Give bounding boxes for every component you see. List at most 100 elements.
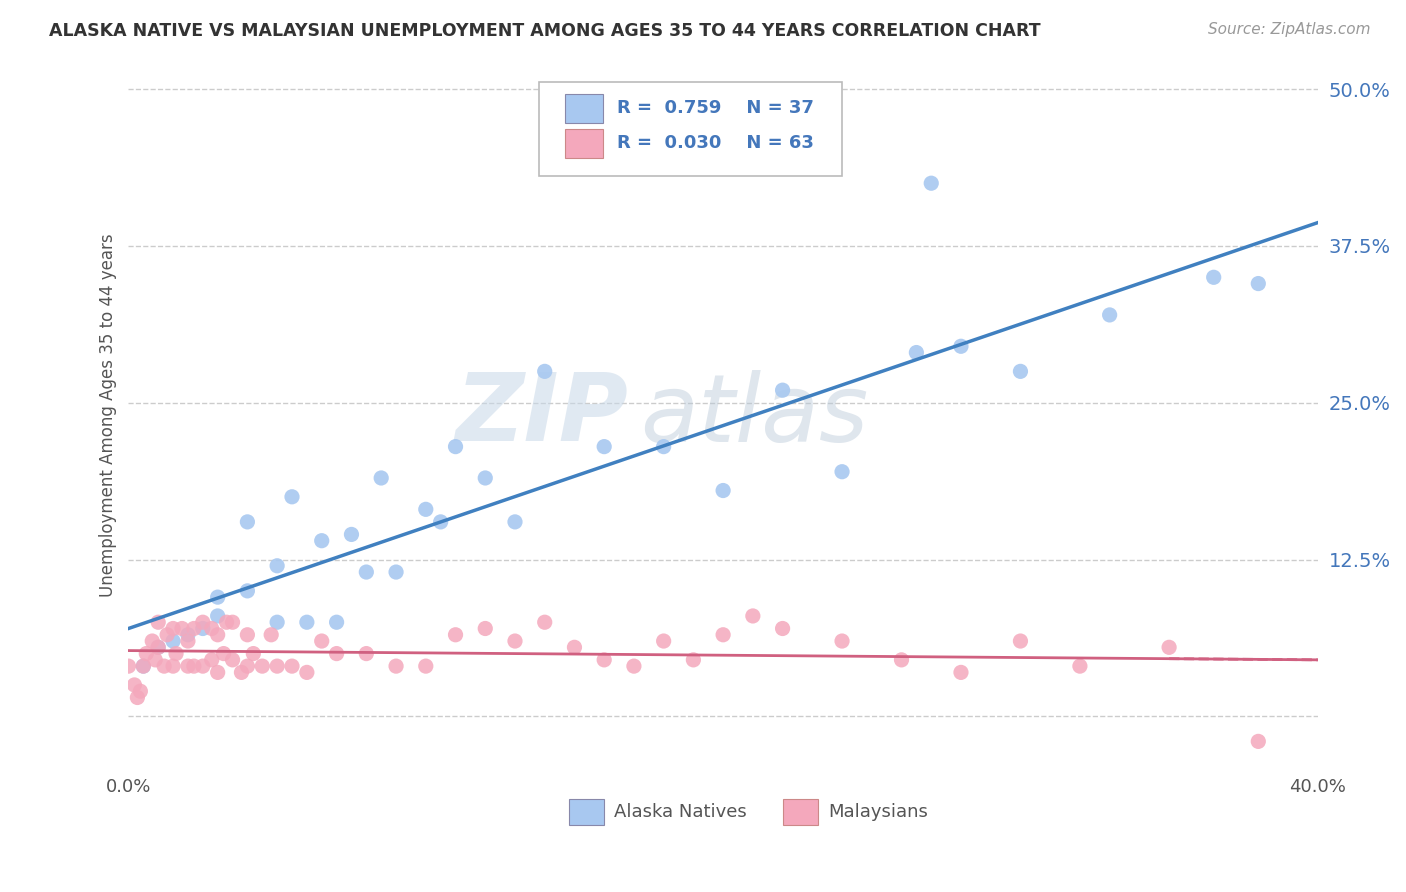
Point [564, 640, 586, 655]
Point [231, 665, 253, 680]
Text: R =  0.759    N = 37: R = 0.759 N = 37 [617, 99, 814, 118]
Point [356, 647, 378, 661]
Point [170, 622, 193, 636]
FancyBboxPatch shape [565, 128, 603, 158]
Point [124, 678, 146, 692]
Point [652, 440, 675, 454]
Point [623, 659, 645, 673]
Point [533, 615, 555, 630]
Point [311, 533, 333, 548]
Text: Alaska Natives: Alaska Natives [613, 803, 747, 822]
Point [920, 176, 942, 190]
Point [236, 628, 259, 642]
Point [295, 615, 318, 630]
Point [295, 665, 318, 680]
Point [949, 665, 972, 680]
Point [242, 647, 264, 661]
Point [129, 684, 152, 698]
Point [153, 659, 176, 673]
FancyBboxPatch shape [568, 799, 605, 825]
Text: atlas: atlas [640, 370, 868, 461]
Point [1098, 308, 1121, 322]
Point [117, 659, 139, 673]
Point [429, 515, 451, 529]
Point [236, 515, 259, 529]
FancyBboxPatch shape [565, 94, 603, 123]
Point [177, 628, 200, 642]
Point [132, 659, 155, 673]
Text: ALASKA NATIVE VS MALAYSIAN UNEMPLOYMENT AMONG AGES 35 TO 44 YEARS CORRELATION CH: ALASKA NATIVE VS MALAYSIAN UNEMPLOYMENT … [49, 22, 1040, 40]
Point [711, 628, 734, 642]
Point [831, 465, 853, 479]
Point [711, 483, 734, 498]
Point [831, 634, 853, 648]
Point [1010, 634, 1032, 648]
Point [652, 634, 675, 648]
Point [385, 565, 408, 579]
Point [207, 665, 229, 680]
Point [311, 634, 333, 648]
Point [385, 659, 408, 673]
Y-axis label: Unemployment Among Ages 35 to 44 years: Unemployment Among Ages 35 to 44 years [100, 234, 117, 597]
Point [444, 440, 467, 454]
Point [183, 659, 205, 673]
Point [221, 653, 243, 667]
Point [356, 565, 378, 579]
Text: ZIP: ZIP [456, 369, 628, 461]
Point [207, 590, 229, 604]
Text: Malaysians: Malaysians [828, 803, 928, 822]
Point [143, 653, 166, 667]
Point [201, 653, 224, 667]
Point [741, 609, 763, 624]
Point [148, 640, 170, 655]
Point [949, 339, 972, 353]
Point [212, 647, 235, 661]
Point [503, 634, 526, 648]
Point [474, 622, 496, 636]
Point [191, 615, 214, 630]
FancyBboxPatch shape [783, 799, 818, 825]
Point [890, 653, 912, 667]
Point [191, 622, 214, 636]
Point [252, 659, 274, 673]
Point [162, 659, 184, 673]
Point [221, 615, 243, 630]
FancyBboxPatch shape [538, 82, 842, 177]
Point [415, 502, 437, 516]
Point [905, 345, 928, 359]
Point [340, 527, 363, 541]
Point [325, 647, 347, 661]
Point [260, 628, 283, 642]
Text: R =  0.030    N = 63: R = 0.030 N = 63 [617, 135, 814, 153]
Point [533, 364, 555, 378]
Point [444, 628, 467, 642]
Point [474, 471, 496, 485]
Point [281, 490, 304, 504]
Point [165, 647, 187, 661]
Point [593, 440, 616, 454]
Point [266, 558, 288, 573]
Point [135, 647, 157, 661]
Point [682, 653, 704, 667]
Point [207, 628, 229, 642]
Point [325, 615, 347, 630]
Point [1069, 659, 1091, 673]
Point [183, 622, 205, 636]
Point [148, 615, 170, 630]
Point [415, 659, 437, 673]
Point [132, 659, 155, 673]
Point [156, 628, 179, 642]
Point [370, 471, 392, 485]
Point [236, 659, 259, 673]
Point [772, 622, 794, 636]
Point [236, 583, 259, 598]
Point [177, 659, 200, 673]
Point [1247, 734, 1270, 748]
Point [266, 659, 288, 673]
Point [266, 615, 288, 630]
Text: Source: ZipAtlas.com: Source: ZipAtlas.com [1208, 22, 1371, 37]
Point [127, 690, 149, 705]
Point [141, 634, 163, 648]
Point [215, 615, 238, 630]
Point [191, 659, 214, 673]
